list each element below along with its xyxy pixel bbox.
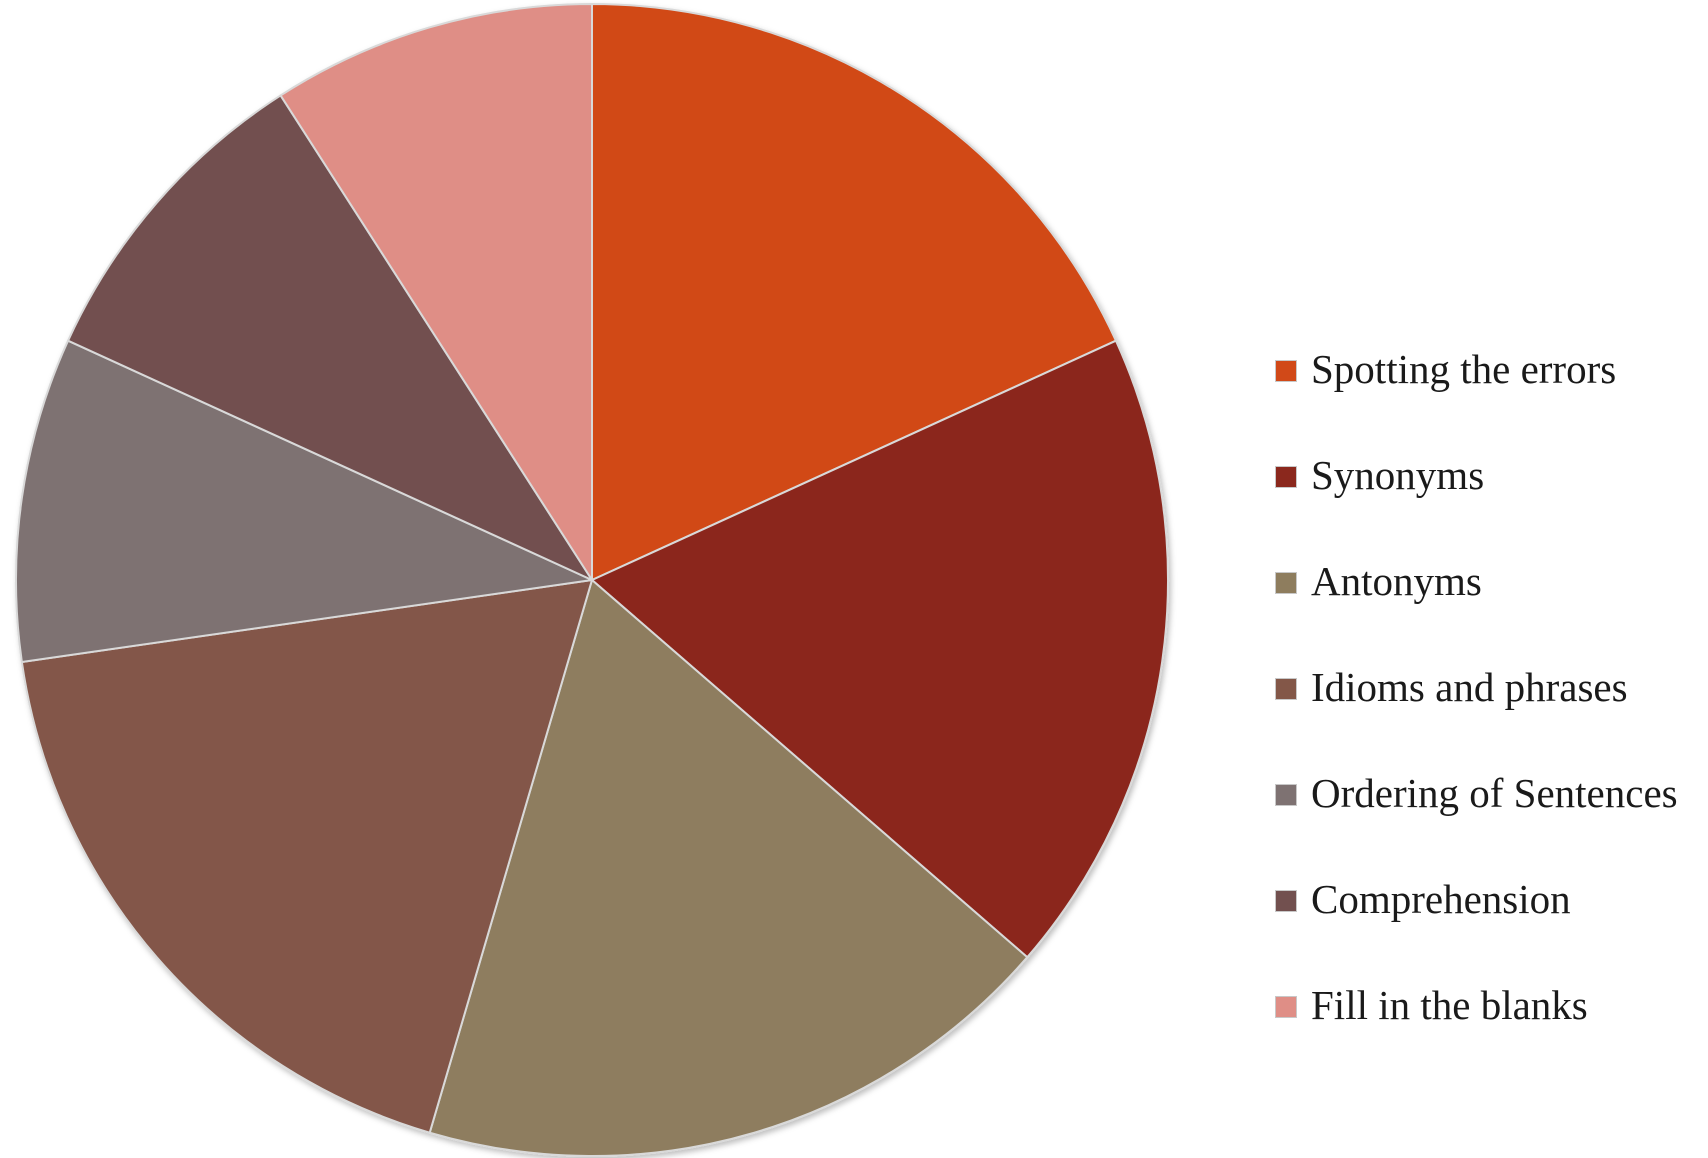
legend-label: Antonyms <box>1311 558 1482 604</box>
legend-swatch <box>1275 466 1297 488</box>
legend-swatch <box>1275 678 1297 700</box>
pie-slice <box>428 579 1029 1157</box>
pie-slice <box>591 339 1169 959</box>
legend-label: Ordering of Sentences <box>1311 770 1678 816</box>
legend-swatch <box>1275 996 1297 1018</box>
pie-slices <box>15 3 1169 1157</box>
legend-label: Idioms and phrases <box>1311 664 1628 710</box>
legend-label: Fill in the blanks <box>1311 982 1588 1028</box>
pie-slice <box>15 339 593 663</box>
legend-swatch <box>1275 572 1297 594</box>
pie-slice <box>20 579 593 1134</box>
legend-label: Comprehension <box>1311 876 1571 922</box>
legend-swatch <box>1275 890 1297 912</box>
pie-slice <box>67 94 593 581</box>
legend-swatch <box>1275 784 1297 806</box>
pie-slice <box>279 3 593 581</box>
pie-slice <box>591 3 1117 581</box>
legend-label: Synonyms <box>1311 452 1485 498</box>
legend-label: Spotting the errors <box>1311 346 1617 392</box>
legend-swatch <box>1275 360 1297 382</box>
